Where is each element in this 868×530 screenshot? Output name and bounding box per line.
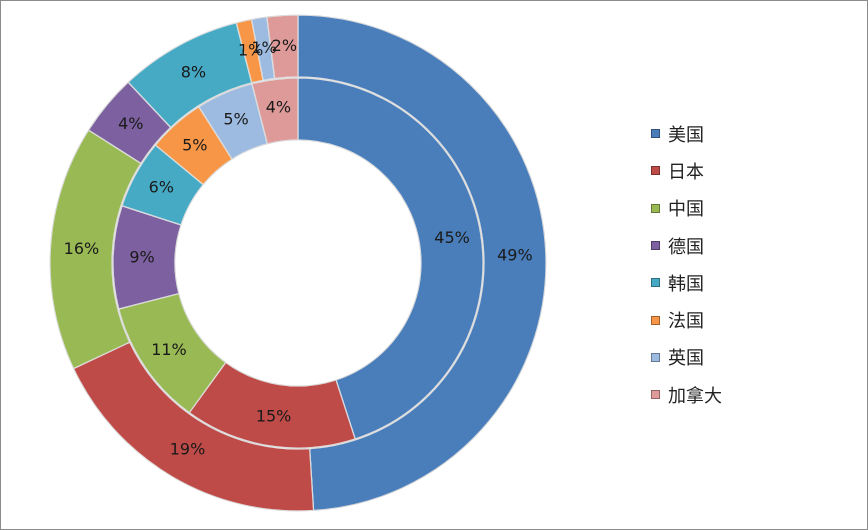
- inner-label-cat-7: 4%: [266, 98, 291, 117]
- legend: 美国日本中国德国韩国法国英国加拿大: [651, 115, 722, 413]
- outer-label-cat-7: 2%: [272, 36, 297, 55]
- legend-swatch: [651, 278, 660, 288]
- inner-slice-cat-7: [251, 77, 299, 145]
- inner-label-cat-2: 11%: [151, 340, 187, 359]
- legend-item: 德国: [651, 227, 722, 264]
- legend-label: 德国: [668, 236, 704, 258]
- inner-label-cat-3: 9%: [129, 248, 154, 267]
- legend-label: 加拿大: [668, 385, 722, 407]
- legend-item: 韩国: [651, 264, 722, 301]
- inner-label-cat-6: 5%: [223, 109, 248, 128]
- inner-slice-edge-cat-0: [297, 77, 484, 440]
- outer-slice-cat-0: [297, 14, 547, 512]
- legend-item: 中国: [651, 190, 722, 227]
- legend-item: 美国: [651, 115, 722, 152]
- legend-label: 日本: [668, 161, 704, 183]
- outer-slice-edge-cat-7: [266, 14, 299, 79]
- legend-item: 英国: [651, 339, 722, 376]
- outer-label-cat-0: 49%: [497, 246, 533, 265]
- outer-label-cat-1: 19%: [170, 439, 206, 458]
- outer-label-cat-5: 1%: [238, 41, 263, 60]
- legend-swatch: [651, 166, 660, 176]
- inner-label-cat-4: 6%: [149, 177, 174, 196]
- legend-label: 法国: [668, 311, 704, 333]
- legend-item: 加拿大: [651, 376, 722, 413]
- outer-label-cat-3: 4%: [118, 114, 143, 133]
- legend-swatch: [651, 203, 660, 213]
- outer-slice-cat-7: [266, 14, 299, 80]
- inner-slice-edge-cat-7: [251, 77, 299, 145]
- outer-label-cat-4: 8%: [181, 62, 206, 81]
- legend-label: 美国: [668, 124, 704, 146]
- inner-slice-cat-0: [297, 77, 484, 440]
- legend-item: 日本: [651, 152, 722, 189]
- outer-slice-edge-cat-0: [297, 14, 547, 511]
- legend-swatch: [651, 390, 660, 400]
- legend-swatch: [651, 315, 660, 325]
- legend-swatch: [651, 241, 660, 251]
- legend-item: 法国: [651, 301, 722, 338]
- legend-label: 中国: [668, 199, 704, 221]
- outer-label-cat-6: 1%: [251, 38, 276, 57]
- legend-label: 英国: [668, 348, 704, 370]
- legend-swatch: [651, 129, 660, 139]
- legend-label: 韩国: [668, 273, 704, 295]
- inner-label-cat-5: 5%: [182, 135, 207, 154]
- inner-label-cat-0: 45%: [434, 228, 470, 247]
- outer-label-cat-2: 16%: [64, 239, 100, 258]
- legend-swatch: [651, 352, 660, 362]
- inner-label-cat-1: 15%: [256, 407, 292, 426]
